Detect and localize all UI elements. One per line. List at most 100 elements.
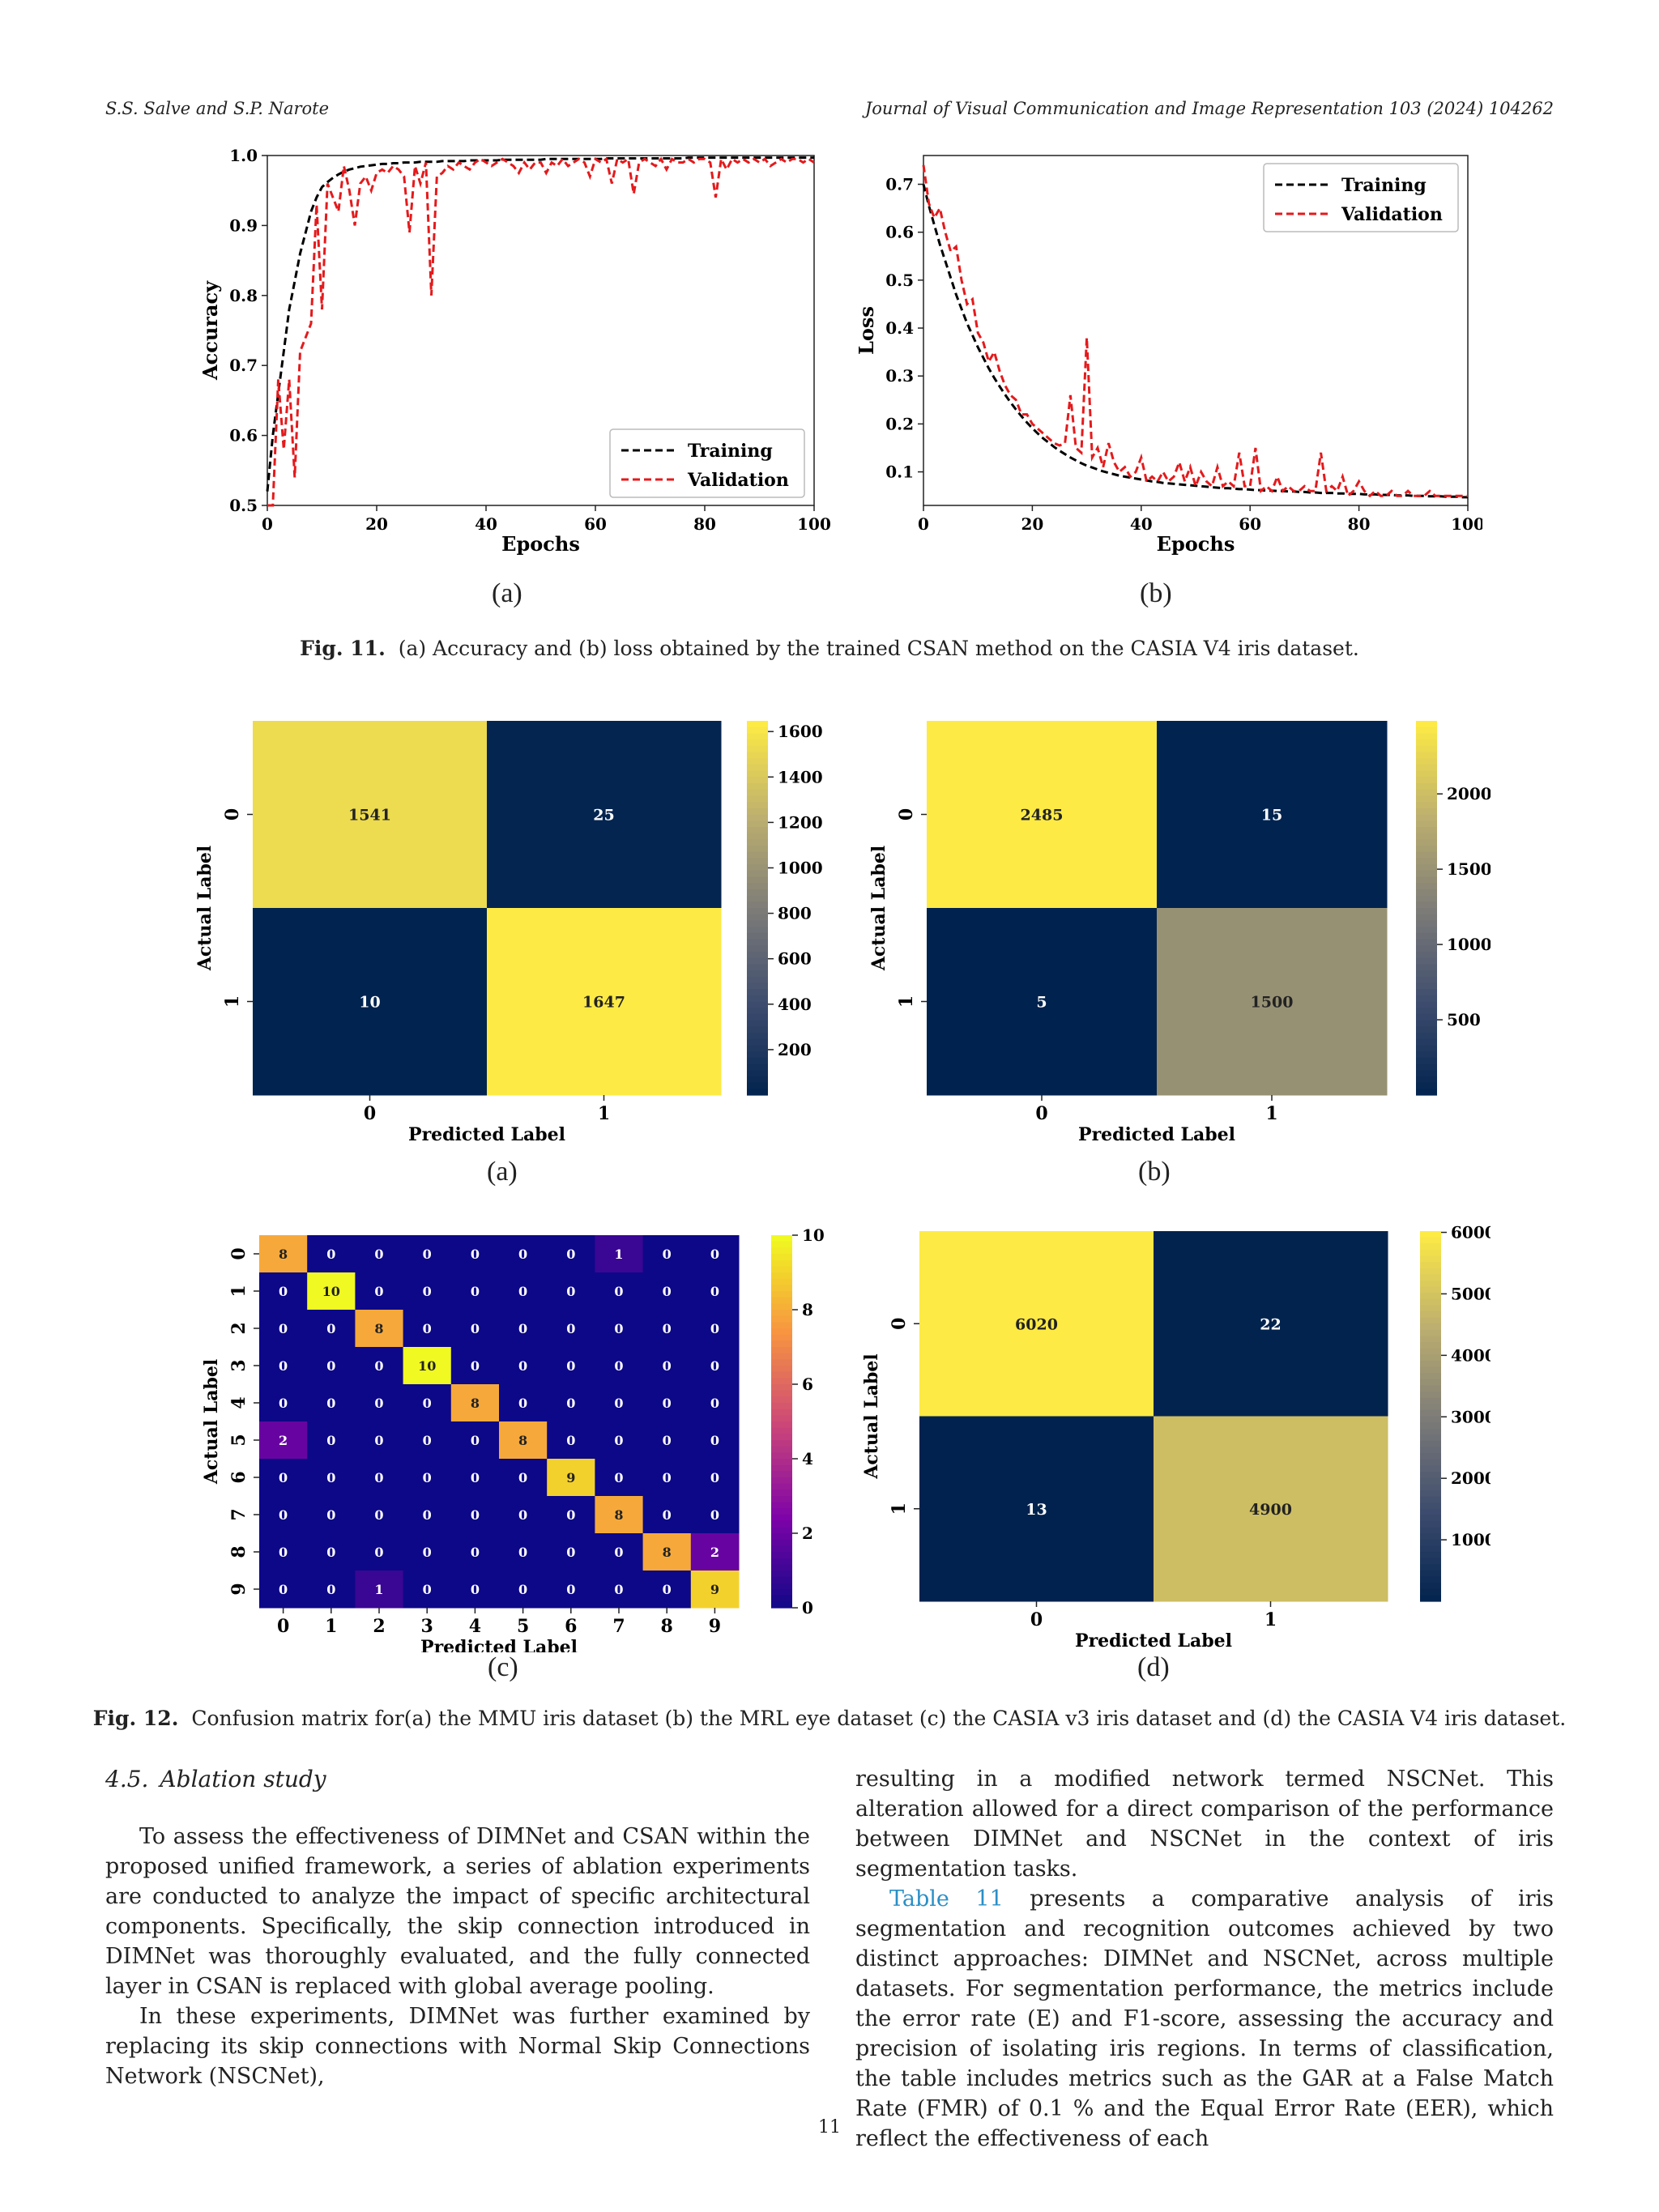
heatmap-cell	[499, 1272, 548, 1311]
y-tick-label: 3	[228, 1359, 249, 1371]
cell-value-label: 8	[663, 1545, 672, 1560]
table-11-link[interactable]: Table 11	[889, 1886, 1004, 1912]
colorbar-segment	[1420, 1317, 1441, 1324]
colorbar-segment	[771, 1378, 792, 1385]
colorbar-segment	[747, 1001, 768, 1008]
cell-value-label: 0	[471, 1321, 480, 1336]
colorbar-segment	[771, 1589, 792, 1596]
cell-value-label: 0	[518, 1470, 527, 1485]
colorbar-segment	[771, 1552, 792, 1559]
cell-value-label: 1500	[1251, 994, 1294, 1012]
heatmap-cell	[690, 1571, 740, 1609]
y-tick-label: 0	[228, 1247, 249, 1259]
colorbar-segment	[747, 951, 768, 959]
x-axis-label: Predicted Label	[408, 1124, 565, 1145]
colorbar-segment	[771, 1434, 792, 1441]
colorbar-segment	[1420, 1298, 1441, 1306]
colorbar-segment	[1416, 1033, 1437, 1040]
running-header-journal: Journal of Visual Communication and Imag…	[864, 99, 1554, 118]
cell-value-label: 0	[663, 1284, 672, 1299]
colorbar-segment	[747, 1038, 768, 1046]
cell-value-label: 0	[374, 1358, 383, 1374]
colorbar-tick-label: 1000	[1447, 935, 1491, 954]
colorbar-segment	[1420, 1348, 1441, 1355]
cell-value-label: 0	[710, 1507, 719, 1523]
y-tick-label: 0.4	[885, 318, 914, 338]
colorbar-segment	[747, 1076, 768, 1084]
heatmap-cell	[642, 1235, 692, 1273]
cell-value-label: 0	[326, 1470, 335, 1485]
colorbar-segment	[1420, 1268, 1441, 1275]
colorbar-segment	[747, 1082, 768, 1089]
heatmap-cell	[450, 1496, 500, 1534]
colorbar-segment	[1416, 733, 1437, 740]
colorbar-segment	[771, 1334, 792, 1341]
x-tick-label: 1	[325, 1616, 337, 1637]
colorbar-segment	[747, 814, 768, 821]
fig12-caption-label: Fig. 12.	[92, 1707, 179, 1730]
cell-value-label: 0	[423, 1284, 432, 1299]
y-tick-label: 0.6	[229, 426, 258, 445]
colorbar-tick-label: 400	[778, 995, 812, 1014]
colorbar-segment	[1420, 1595, 1441, 1602]
heatmap-cell	[450, 1459, 500, 1497]
colorbar-tick-label: 800	[778, 904, 812, 923]
heatmap-cell	[355, 1496, 404, 1534]
cell-value-label: 0	[710, 1247, 719, 1262]
cell-value-label: 0	[566, 1358, 575, 1374]
fig11-panel-b-label: (b)	[1140, 578, 1172, 608]
colorbar-segment	[1420, 1329, 1441, 1337]
cell-value-label: 0	[614, 1284, 623, 1299]
colorbar-segment	[1420, 1484, 1441, 1491]
x-tick-label: 5	[517, 1616, 529, 1637]
y-tick-label: 1	[222, 995, 243, 1008]
heatmap-cell	[547, 1347, 595, 1385]
cell-value-label: 8	[518, 1433, 527, 1448]
colorbar-segment	[1416, 964, 1437, 971]
colorbar-segment	[771, 1601, 792, 1609]
cell-value-label: 0	[663, 1433, 672, 1448]
cell-value-label: 13	[1026, 1501, 1047, 1519]
cell-value-label: 0	[663, 1358, 672, 1374]
heatmap-cell	[499, 1235, 548, 1273]
heatmap-cell	[595, 1571, 644, 1609]
x-tick-label: 0	[1030, 1609, 1043, 1630]
colorbar-segment	[1416, 870, 1437, 878]
colorbar-segment	[771, 1340, 792, 1348]
heatmap-cell	[499, 1384, 548, 1422]
colorbar-segment	[1420, 1459, 1441, 1467]
colorbar-segment	[1420, 1366, 1441, 1374]
colorbar-tick-label: 1200	[778, 812, 823, 832]
cell-value-label: 0	[423, 1470, 432, 1485]
cell-value-label: 0	[326, 1507, 335, 1523]
fig12-panel-b-label: (b)	[1138, 1157, 1171, 1187]
colorbar-segment	[771, 1421, 792, 1429]
colorbar-tick-label: 0	[802, 1598, 813, 1617]
heatmap-cell	[487, 908, 722, 1096]
cell-value-label: 2485	[1021, 807, 1064, 825]
colorbar-segment	[747, 745, 768, 753]
colorbar-segment	[771, 1502, 792, 1509]
colorbar-segment	[747, 783, 768, 791]
cell-value-label: 0	[471, 1247, 480, 1262]
colorbar-segment	[1420, 1558, 1441, 1565]
colorbar-segment	[1420, 1490, 1441, 1498]
colorbar-segment	[771, 1259, 792, 1267]
colorbar-tick-label: 8	[802, 1300, 813, 1319]
heatmap-cell	[307, 1347, 356, 1385]
heatmap-cell	[1157, 908, 1388, 1096]
paragraph: Table 11 presents a comparative analysis…	[855, 1884, 1554, 2154]
heatmap-cell	[547, 1459, 595, 1497]
heatmap-cell	[307, 1533, 356, 1571]
x-tick-label: 0	[1035, 1103, 1047, 1124]
section-title: 4.5. Ablation study	[105, 1766, 326, 1792]
x-tick-label: 2	[373, 1616, 385, 1637]
heatmap-cell	[690, 1421, 740, 1460]
heatmap-cell	[403, 1533, 452, 1571]
colorbar-segment	[747, 883, 768, 890]
colorbar-segment	[1416, 1076, 1437, 1084]
cell-value-label: 0	[663, 1582, 672, 1597]
colorbar-segment	[1416, 920, 1437, 927]
heatmap-cell	[642, 1533, 692, 1571]
cell-value-label: 0	[566, 1321, 575, 1336]
